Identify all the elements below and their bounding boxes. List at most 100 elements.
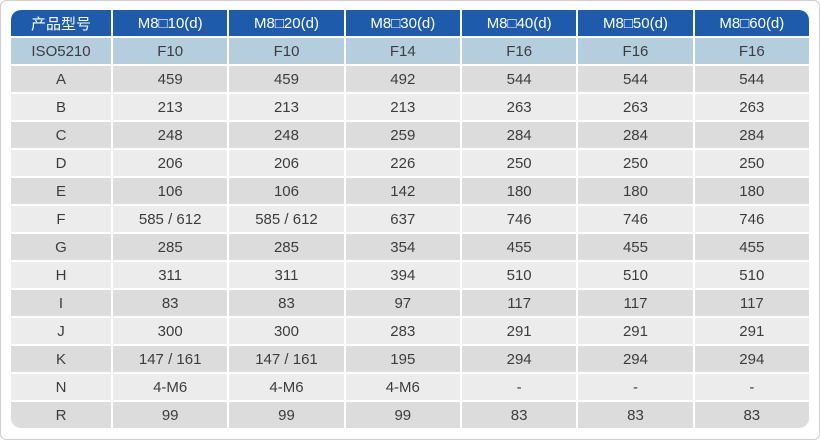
- row-label: N: [11, 374, 111, 400]
- model-column-header: M8□50(d): [578, 10, 693, 36]
- table-cell: 106: [229, 178, 344, 204]
- table-cell: 283: [345, 318, 460, 344]
- table-cell: 99: [345, 402, 460, 428]
- model-column-header: M8□40(d): [461, 10, 577, 36]
- table-cell: 263: [694, 94, 809, 120]
- table-cell: -: [578, 374, 693, 400]
- table-cell: 459: [229, 66, 344, 92]
- table-cell: 585 / 612: [113, 206, 228, 232]
- table-cell: 99: [229, 402, 344, 428]
- table-cell: F10: [113, 38, 228, 64]
- row-label: G: [11, 234, 111, 260]
- table-cell: 294: [461, 346, 577, 372]
- table-cell: 117: [461, 290, 577, 316]
- row-label: K: [11, 346, 111, 372]
- table-cell: 291: [461, 318, 577, 344]
- table-cell: 294: [694, 346, 809, 372]
- table-cell: 117: [578, 290, 693, 316]
- table-row: R 99 99 99 83 83 83: [11, 402, 809, 428]
- table-row: A 459 459 492 544 544 544: [11, 66, 809, 92]
- table-cell: 250: [694, 150, 809, 176]
- table-cell: 4-M6: [345, 374, 460, 400]
- table-cell: 455: [461, 234, 577, 260]
- row-label: A: [11, 66, 111, 92]
- row-label: I: [11, 290, 111, 316]
- table-cell: 459: [113, 66, 228, 92]
- table-cell: -: [461, 374, 577, 400]
- table-cell: 97: [345, 290, 460, 316]
- table-row: H 311 311 394 510 510 510: [11, 262, 809, 288]
- table-cell: 311: [229, 262, 344, 288]
- table-cell: 4-M6: [113, 374, 228, 400]
- row-label: J: [11, 318, 111, 344]
- table-cell: 492: [345, 66, 460, 92]
- row-label: ISO5210: [11, 38, 111, 64]
- table-cell: 206: [113, 150, 228, 176]
- table-row: E 106 106 142 180 180 180: [11, 178, 809, 204]
- table-cell: 455: [694, 234, 809, 260]
- table-cell: 394: [345, 262, 460, 288]
- table-cell: F16: [694, 38, 809, 64]
- table-cell: 291: [694, 318, 809, 344]
- row-label: R: [11, 402, 111, 428]
- row-label-column-header: 产品型号: [11, 10, 111, 36]
- table-cell: 263: [461, 94, 577, 120]
- row-label: D: [11, 150, 111, 176]
- table-cell: -: [694, 374, 809, 400]
- table-cell: 455: [578, 234, 693, 260]
- table-body: ISO5210 F10 F10 F14 F16 F16 F16 A 459 459 492 544 54…: [11, 38, 809, 428]
- table-row: C 248 248 259 284 284 284: [11, 122, 809, 148]
- table-row: G 285 285 354 455 455 455: [11, 234, 809, 260]
- table-cell: 585 / 612: [229, 206, 344, 232]
- table-cell: 213: [229, 94, 344, 120]
- table-cell: 294: [578, 346, 693, 372]
- table-cell: 544: [578, 66, 693, 92]
- table-header: 产品型号 M8□10(d) M8□20(d) M8□30(d) M8□40(d) M8□5…: [11, 10, 809, 36]
- table-cell: 117: [694, 290, 809, 316]
- row-label: E: [11, 178, 111, 204]
- row-label: B: [11, 94, 111, 120]
- table-cell: 248: [113, 122, 228, 148]
- table-cell: 180: [694, 178, 809, 204]
- table-cell: 746: [461, 206, 577, 232]
- table-cell: 83: [113, 290, 228, 316]
- table-cell: 142: [345, 178, 460, 204]
- table-cell: 213: [345, 94, 460, 120]
- row-label: F: [11, 206, 111, 232]
- table-row: B 213 213 213 263 263 263: [11, 94, 809, 120]
- table-cell: 83: [694, 402, 809, 428]
- table-row: ISO5210 F10 F10 F14 F16 F16 F16: [11, 38, 809, 64]
- table-cell: 83: [578, 402, 693, 428]
- model-column-header: M8□10(d): [113, 10, 228, 36]
- table-row: I 83 83 97 117 117 117: [11, 290, 809, 316]
- table-cell: 510: [578, 262, 693, 288]
- table-cell: 300: [229, 318, 344, 344]
- table-cell: 213: [113, 94, 228, 120]
- table-cell: 180: [461, 178, 577, 204]
- table-cell: 106: [113, 178, 228, 204]
- table-cell: 284: [694, 122, 809, 148]
- table-cell: 248: [229, 122, 344, 148]
- table-cell: 285: [113, 234, 228, 260]
- table-cell: 544: [694, 66, 809, 92]
- table-cell: 226: [345, 150, 460, 176]
- table-cell: 147 / 161: [229, 346, 344, 372]
- table-cell: 99: [113, 402, 228, 428]
- table-cell: 4-M6: [229, 374, 344, 400]
- table-cell: 284: [461, 122, 577, 148]
- model-column-header: M8□60(d): [694, 10, 809, 36]
- table-cell: 83: [229, 290, 344, 316]
- table-cell: 300: [113, 318, 228, 344]
- table-cell: 311: [113, 262, 228, 288]
- table-cell: 284: [578, 122, 693, 148]
- table-cell: 746: [694, 206, 809, 232]
- table-row: D 206 206 226 250 250 250: [11, 150, 809, 176]
- table-cell: F16: [578, 38, 693, 64]
- table-cell: 180: [578, 178, 693, 204]
- table-cell: 147 / 161: [113, 346, 228, 372]
- row-label: C: [11, 122, 111, 148]
- table-cell: 291: [578, 318, 693, 344]
- table-cell: 746: [578, 206, 693, 232]
- table-row: N 4-M6 4-M6 4-M6- - -: [11, 374, 809, 400]
